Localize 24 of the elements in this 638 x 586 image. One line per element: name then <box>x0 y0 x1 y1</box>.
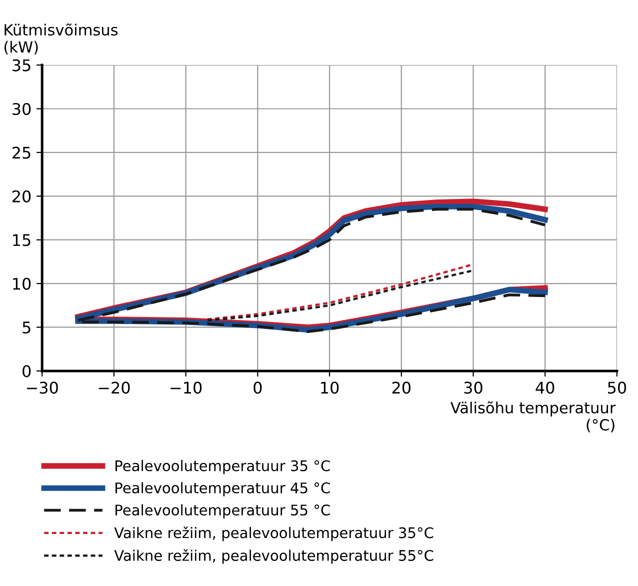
x-axis-title: Välisõhu temperatuur (°C) <box>450 401 616 432</box>
x-tick-label: 30 <box>464 382 482 394</box>
legend-label: Vaikne režiim, pealevoolutemperatuur 35°C <box>114 526 434 542</box>
y-tick-label: 25 <box>12 146 30 159</box>
y-tick-label: 30 <box>12 102 31 116</box>
y-tick-label: 15 <box>13 234 30 246</box>
x-tick-label: 20 <box>392 382 410 394</box>
x-tick-label: −30 <box>26 382 58 394</box>
x-tick-label: −10 <box>170 382 202 394</box>
x-tick-label: 40 <box>536 382 554 394</box>
y-tick-label: 5 <box>22 322 30 334</box>
legend-label: Pealevoolutemperatuur 45 °C <box>116 482 330 496</box>
legend-label: Pealevoolutemperatuur 55 °C <box>116 504 330 518</box>
x-tick-label: −20 <box>98 382 130 394</box>
y-tick-label: 0 <box>22 365 31 378</box>
legend-label: Vaikne režiim, pealevoolutemperatuur 55°C <box>114 549 434 564</box>
x-tick-label: 0 <box>254 382 262 394</box>
x-tick-label: 10 <box>321 382 339 394</box>
y-axis-title: Kütmisvõimsus (kW) <box>4 24 118 55</box>
y-tick-label: 10 <box>13 278 31 290</box>
y-tick-label: 20 <box>12 190 31 202</box>
y-tick-label: 35 <box>12 59 30 72</box>
legend-label: Pealevoolutemperatuur 35 °C <box>116 460 330 474</box>
x-tick-label: 50 <box>608 382 626 394</box>
